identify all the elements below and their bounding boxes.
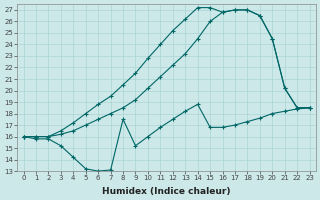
X-axis label: Humidex (Indice chaleur): Humidex (Indice chaleur) xyxy=(102,187,231,196)
